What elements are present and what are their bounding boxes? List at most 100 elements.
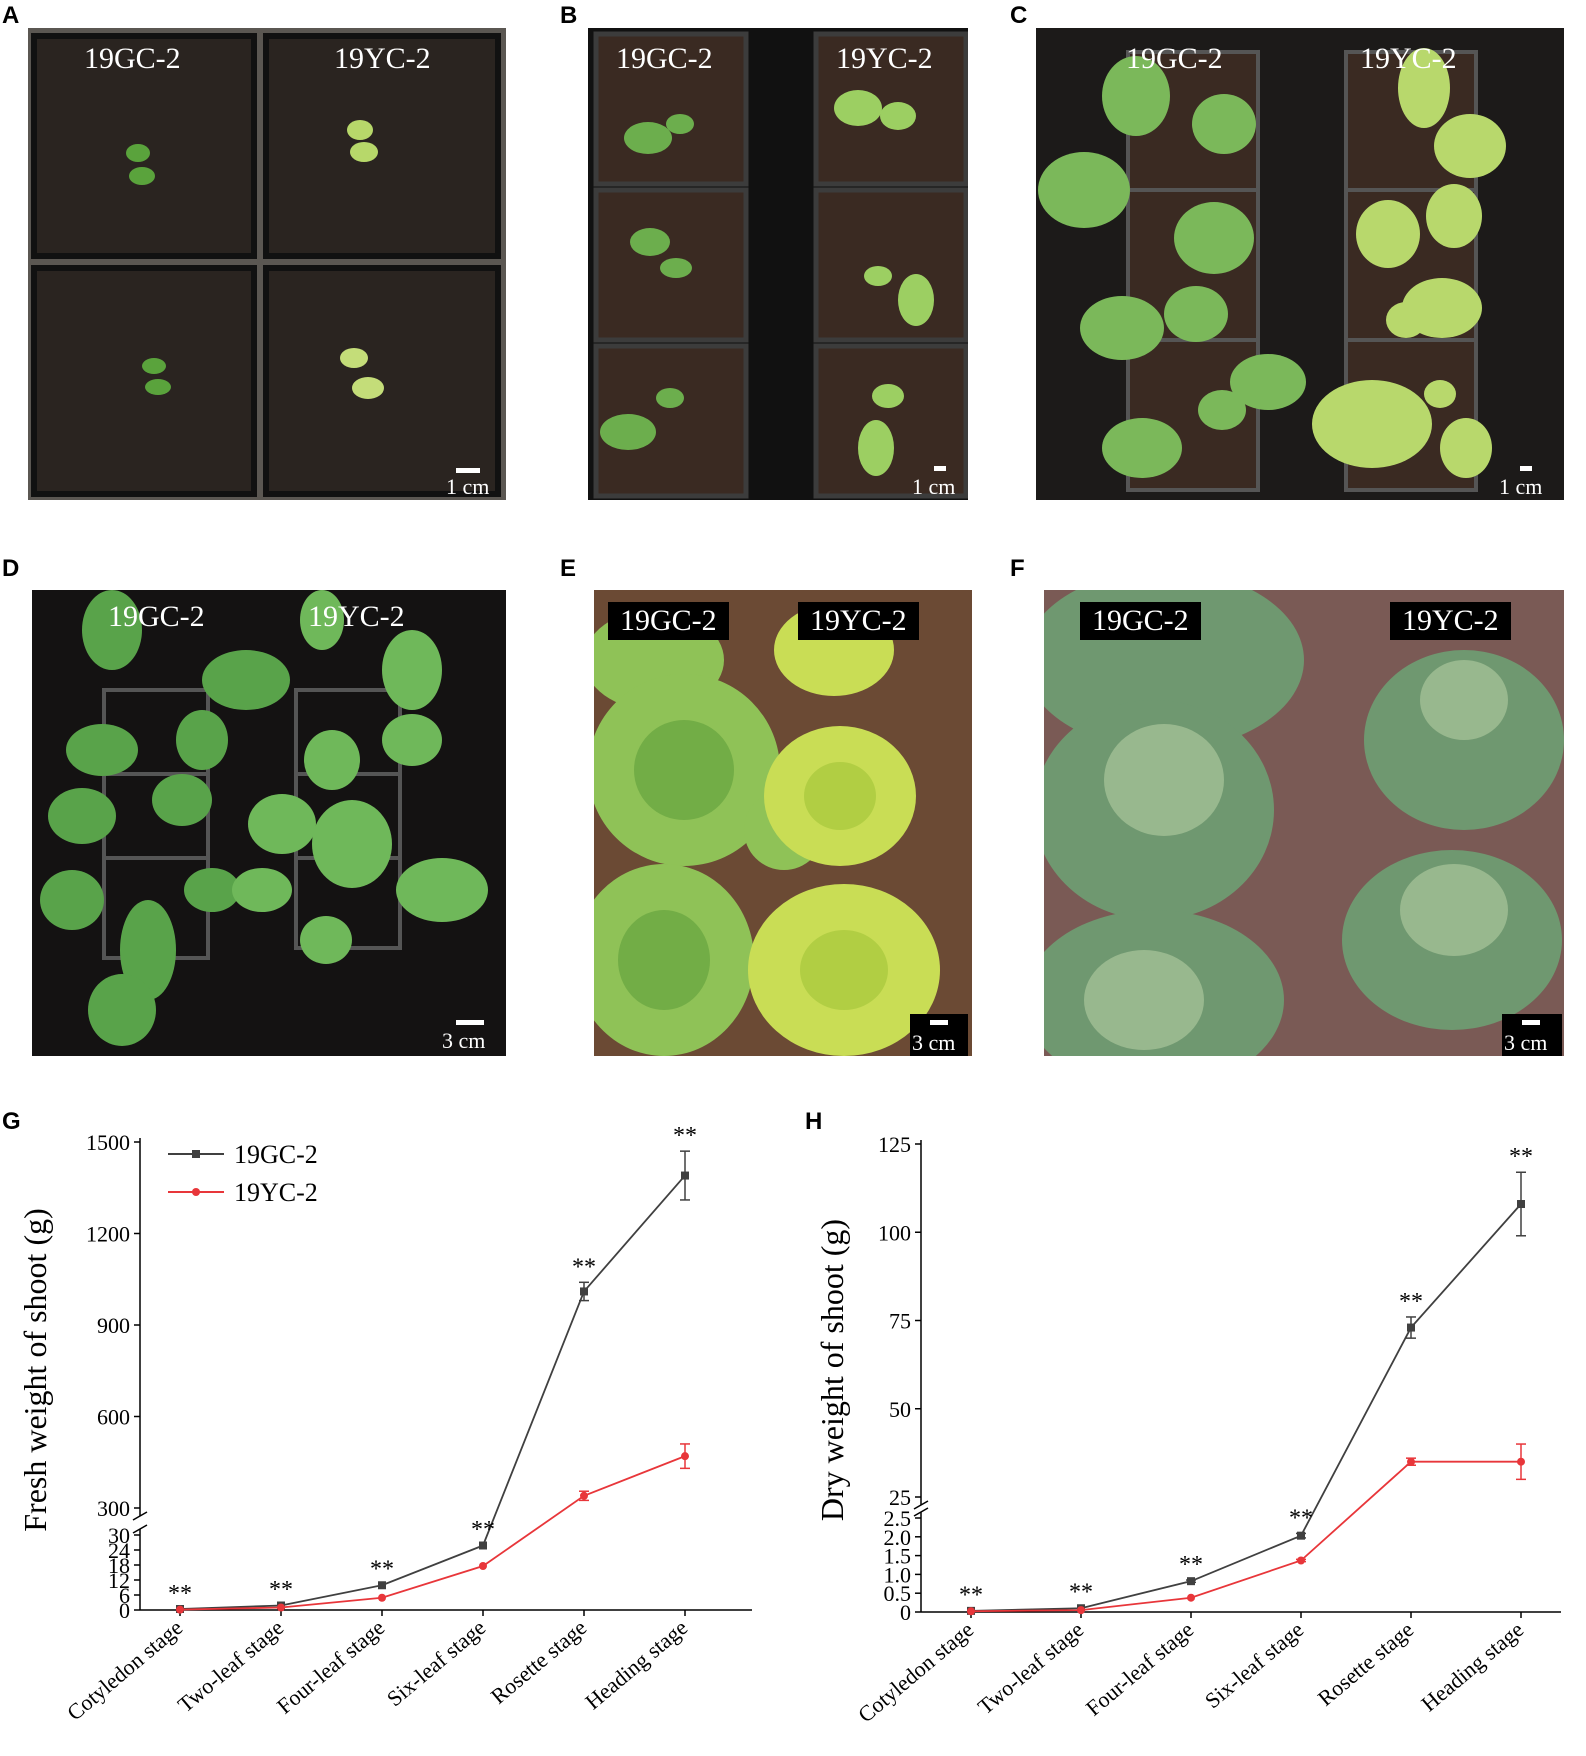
y-tick-label: 125 xyxy=(878,1132,911,1157)
scale-bar xyxy=(934,466,946,471)
series-line-19gc-2 xyxy=(970,1203,1522,1612)
y-axis-title: Dry weight of shoot (g) xyxy=(814,1219,850,1521)
data-point-square xyxy=(1297,1531,1305,1540)
photo-c-illustration xyxy=(1038,48,1506,492)
significance-mark: ** xyxy=(1179,1552,1203,1578)
photo-panel-c: 19GC-2 19YC-2 1 cm xyxy=(1036,28,1564,500)
y-tick-label: 2.0 xyxy=(884,1525,912,1550)
panel-letter-c: C xyxy=(1010,2,1028,29)
x-tick-label: Two-leaf stage xyxy=(173,1615,288,1718)
panel-letter-a: A xyxy=(2,2,20,29)
panel-letter-f: F xyxy=(1010,555,1025,582)
y-axis-title: Fresh weight of shoot (g) xyxy=(17,1208,53,1532)
axis-break-mark xyxy=(913,1507,929,1517)
axis-break-mark xyxy=(132,1511,148,1521)
significance-mark: ** xyxy=(471,1517,495,1543)
data-point-circle xyxy=(176,1605,184,1614)
significance-mark: ** xyxy=(1289,1505,1313,1531)
y-tick-label: 300 xyxy=(97,1496,130,1521)
label-19gc-2: 19GC-2 xyxy=(84,42,181,75)
panel-letter-h: H xyxy=(805,1108,823,1135)
data-point-circle xyxy=(681,1452,689,1461)
label-19gc-2: 19GC-2 xyxy=(1080,602,1201,640)
y-tick-label: 50 xyxy=(889,1397,911,1422)
photo-panel-d: 19GC-2 19YC-2 3 cm xyxy=(32,590,506,1056)
panel-letter-e: E xyxy=(560,555,577,582)
data-point-square xyxy=(1517,1200,1525,1209)
data-point-circle xyxy=(1187,1593,1195,1602)
y-tick-label: 24 xyxy=(108,1538,130,1563)
photo-e-illustration xyxy=(594,604,940,1056)
legend-marker xyxy=(192,1188,200,1196)
data-point-square xyxy=(580,1287,588,1296)
scale-bar xyxy=(456,1020,484,1025)
series-line-19yc-2 xyxy=(970,1460,1521,1613)
data-point-circle xyxy=(277,1603,285,1612)
x-tick-label: Rosette stage xyxy=(1313,1617,1418,1711)
series-line-19gc-2 xyxy=(179,1174,686,1610)
panel-letter-b: B xyxy=(560,2,578,29)
y-tick-label: 1.0 xyxy=(884,1562,912,1587)
scale-label: 1 cm xyxy=(446,474,490,499)
significance-mark: ** xyxy=(1509,1144,1533,1170)
scale-label: 1 cm xyxy=(912,474,956,499)
legend-label: 19YC-2 xyxy=(234,1178,318,1207)
x-tick-label: Cotyledon stage xyxy=(853,1617,978,1728)
data-point-square xyxy=(479,1541,487,1550)
legend-marker xyxy=(192,1150,200,1158)
dry-weight-chart: 00.51.01.52.02.525 50 75 100 125 Dry weight o… xyxy=(814,1132,1561,1728)
y-tick-label: 1500 xyxy=(86,1130,130,1155)
label-19gc-2: 19GC-2 xyxy=(108,600,205,633)
scale-bar xyxy=(1520,466,1532,471)
y-tick-label: 75 xyxy=(889,1309,911,1334)
data-point-circle xyxy=(1517,1457,1525,1466)
scale-label: 1 cm xyxy=(1499,474,1543,499)
x-tick-label: Heading stage xyxy=(580,1615,692,1715)
scale-label: 3 cm xyxy=(442,1028,486,1053)
label-19yc-2: 19YC-2 xyxy=(798,602,919,640)
photo-panel-b: 19GC-2 19YC-2 1 cm xyxy=(588,28,968,500)
y-tick-label: 600 xyxy=(97,1405,130,1430)
significance-mark: ** xyxy=(1069,1579,1093,1605)
x-tick-label: Rosette stage xyxy=(486,1615,591,1709)
data-point-circle xyxy=(378,1593,386,1602)
photo-f-illustration xyxy=(1044,590,1564,1056)
x-tick-label: Six-leaf stage xyxy=(1200,1617,1308,1714)
label-19gc-2: 19GC-2 xyxy=(608,602,729,640)
x-tick-label: Two-leaf stage xyxy=(973,1617,1088,1720)
x-tick-label: Cotyledon stage xyxy=(62,1615,187,1726)
scale-bar xyxy=(930,1020,948,1025)
y-tick-label: 0 xyxy=(119,1598,130,1623)
label-19yc-2: 19YC-2 xyxy=(836,42,933,75)
photo-b-illustration xyxy=(593,31,968,499)
data-point-circle xyxy=(967,1607,975,1616)
significance-mark: ** xyxy=(269,1577,293,1603)
scale-label: 3 cm xyxy=(912,1030,956,1055)
scale-bar xyxy=(1522,1020,1540,1025)
x-tick-label: Four-leaf stage xyxy=(1081,1617,1198,1721)
x-tick-label: Heading stage xyxy=(1416,1617,1528,1717)
significance-mark: ** xyxy=(168,1581,192,1607)
y-tick-label: 0.5 xyxy=(884,1581,912,1606)
label-19yc-2: 19YC-2 xyxy=(308,600,405,633)
label-19yc-2: 19YC-2 xyxy=(1390,602,1511,640)
axis-break-mark xyxy=(913,1500,929,1510)
y-tick-label: 900 xyxy=(97,1313,130,1338)
y-tick-label: 2.5 xyxy=(884,1506,912,1531)
photo-panel-e: 19GC-2 19YC-2 3 cm xyxy=(594,590,972,1056)
y-tick-label: 6 xyxy=(119,1583,130,1608)
scale-bar xyxy=(456,468,480,473)
y-tick-label: 0 xyxy=(900,1600,911,1625)
series-line-19yc-2 xyxy=(179,1455,686,1611)
photo-a-illustration xyxy=(31,33,501,497)
y-tick-label: 18 xyxy=(108,1553,130,1578)
significance-mark: ** xyxy=(673,1123,697,1149)
data-point-circle xyxy=(1407,1457,1415,1466)
label-19yc-2: 19YC-2 xyxy=(334,42,431,75)
data-point-square xyxy=(1187,1577,1195,1586)
panel-letter-d: D xyxy=(2,555,20,582)
axis-break-mark xyxy=(132,1524,148,1534)
significance-mark: ** xyxy=(370,1557,394,1583)
photo-d-illustration xyxy=(40,590,488,1046)
